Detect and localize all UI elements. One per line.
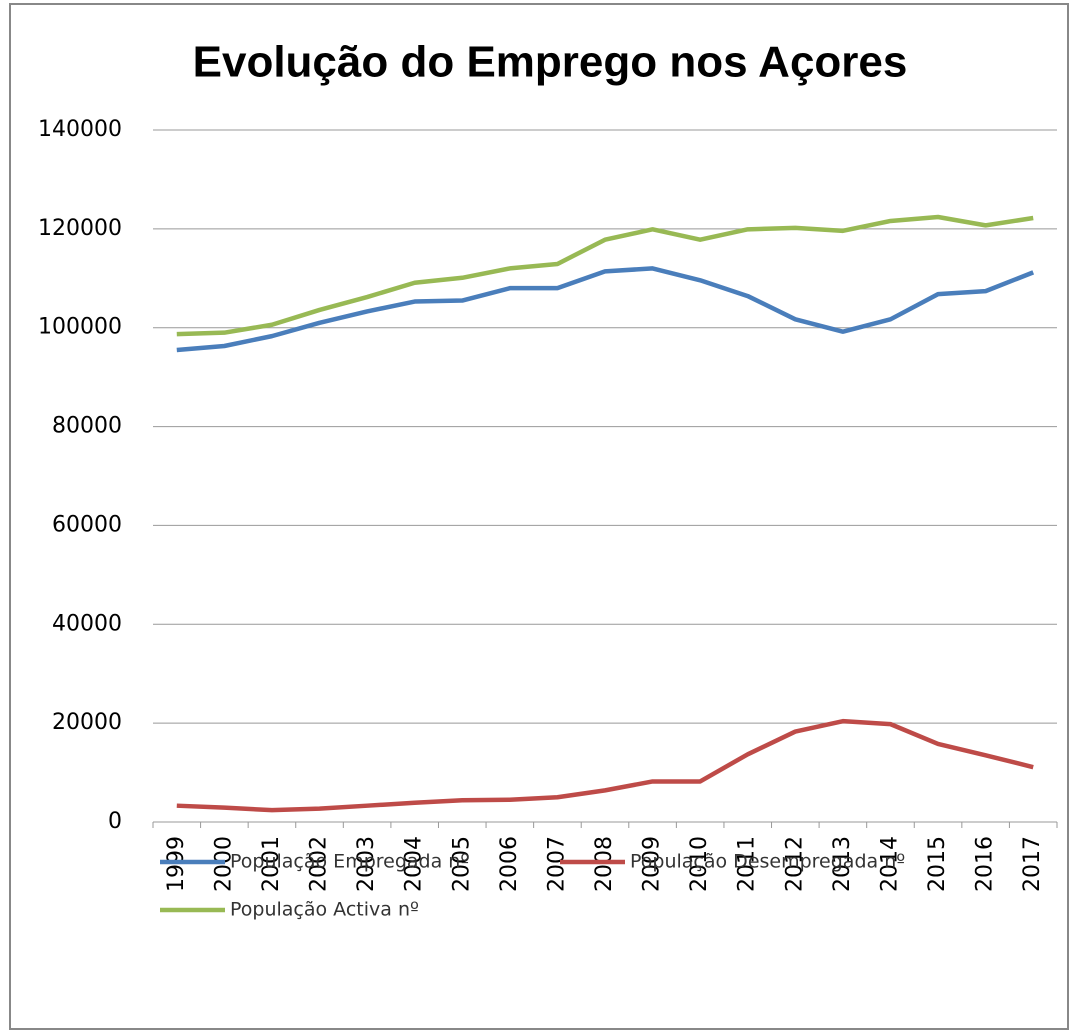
chart-title: Evolução do Emprego nos Açores xyxy=(193,38,908,87)
x-tick-label: 2005 xyxy=(449,836,474,892)
series-line xyxy=(176,266,1035,353)
y-tick-label: 120000 xyxy=(38,216,122,241)
legend-label: População Desempregada nº xyxy=(630,851,905,873)
x-tick-label: 2013 xyxy=(830,836,855,892)
y-tick-label: 100000 xyxy=(38,315,122,340)
legend-label: População Empregada nº xyxy=(230,851,469,873)
x-tick-label: 2004 xyxy=(402,836,427,892)
x-tick-label: 2014 xyxy=(877,836,902,892)
y-tick-label: 140000 xyxy=(38,117,122,142)
x-tick-label: 2015 xyxy=(925,836,950,892)
x-tick-label: 2010 xyxy=(687,836,712,892)
x-tick-label: 2003 xyxy=(354,836,379,892)
legend-label: População Activa nº xyxy=(230,899,419,921)
x-tick-label: 2016 xyxy=(973,836,998,892)
x-tick-label: 2006 xyxy=(497,836,522,892)
y-tick-label: 60000 xyxy=(52,512,122,537)
x-tick-label: 2002 xyxy=(307,836,332,892)
y-tick-label: 0 xyxy=(108,809,122,834)
x-tick-label: 2009 xyxy=(640,836,665,892)
y-tick-label: 40000 xyxy=(52,611,122,636)
y-tick-label: 20000 xyxy=(52,710,122,735)
x-tick-label: 2001 xyxy=(259,836,284,892)
series-line xyxy=(176,214,1034,337)
y-tick-label: 80000 xyxy=(52,414,122,439)
x-tick-label: 2012 xyxy=(782,836,807,892)
x-tick-label: 2011 xyxy=(735,836,760,892)
series-line xyxy=(176,718,1034,813)
chart-border xyxy=(9,3,1069,1030)
x-tick-label: 2017 xyxy=(1020,836,1045,892)
